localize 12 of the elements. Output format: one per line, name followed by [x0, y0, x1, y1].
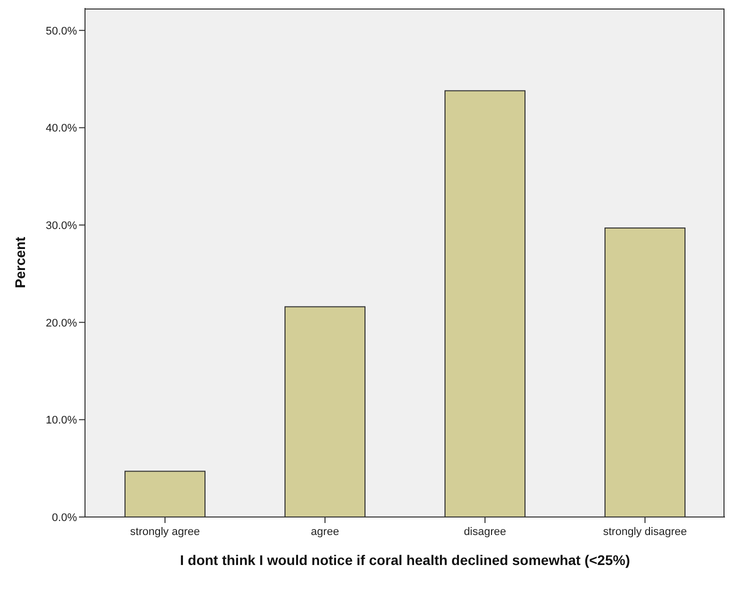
y-tick-label: 0.0% — [52, 512, 78, 524]
y-tick-label: 40.0% — [46, 122, 78, 135]
y-axis-title: Percent — [12, 236, 28, 288]
y-tick-label: 50.0% — [46, 25, 78, 38]
y-tick-label: 30.0% — [46, 220, 78, 232]
y-tick-label: 20.0% — [46, 317, 78, 330]
x-axis-title: I dont think I would notice if coral health declined somewhat (<25%) — [180, 552, 630, 568]
y-tick-label: 10.0% — [46, 414, 78, 427]
x-tick-label: strongly agree — [130, 526, 200, 538]
x-tick-label: agree — [310, 526, 340, 538]
x-tick-label: disagree — [464, 526, 506, 538]
x-tick-label: strongly disagree — [603, 526, 687, 538]
